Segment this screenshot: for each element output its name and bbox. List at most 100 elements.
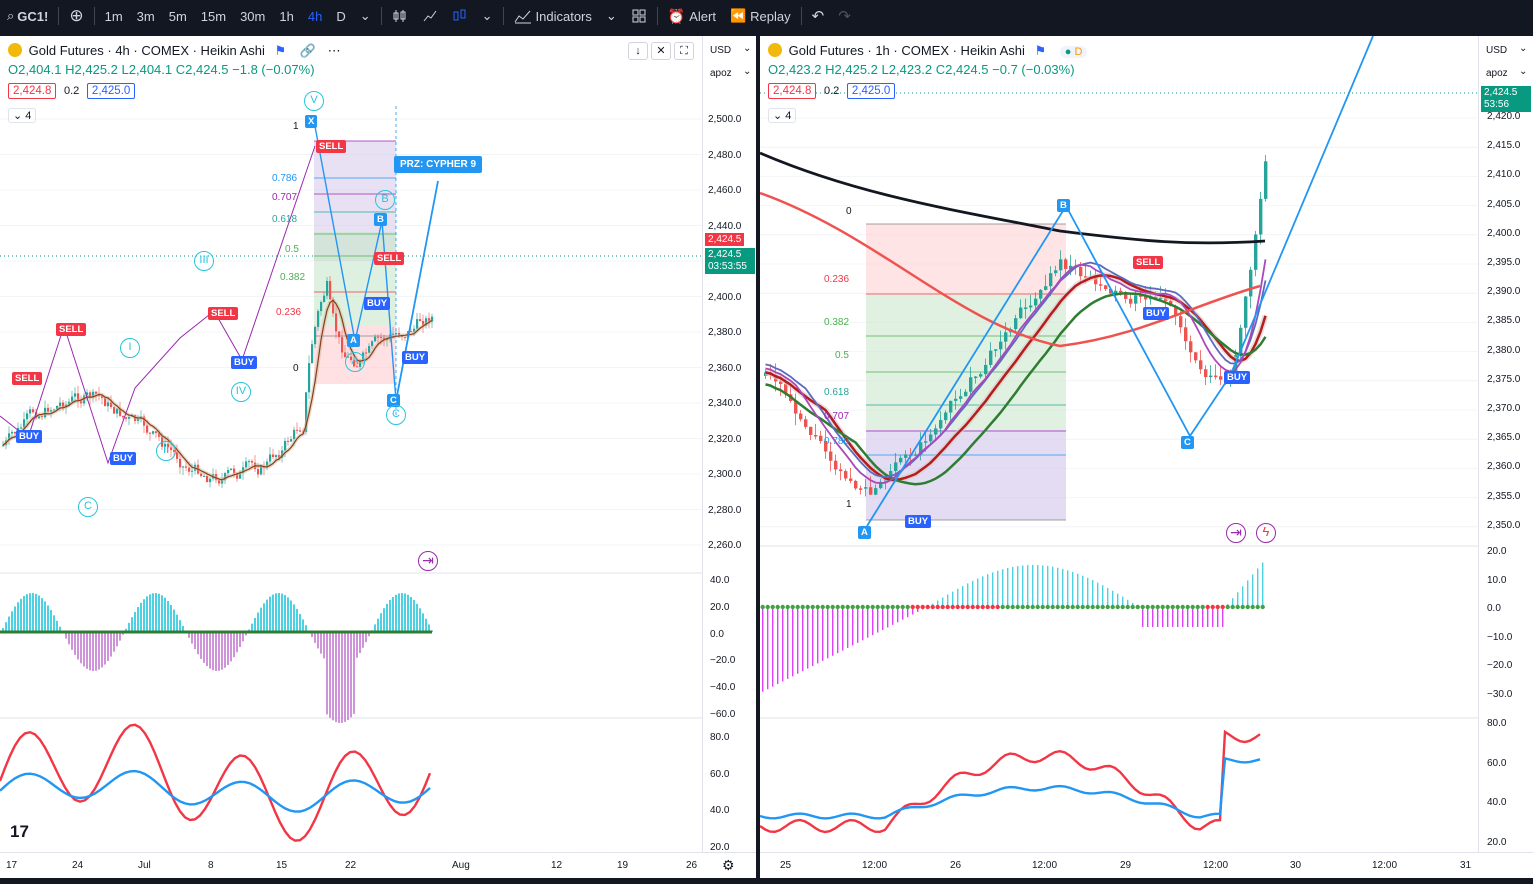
prz-projection-line <box>395 180 439 402</box>
histogram-bar <box>53 615 55 632</box>
zero-dot <box>940 604 945 610</box>
currency-selector[interactable]: USD <box>1486 45 1508 56</box>
scale-mode[interactable]: apoz <box>1486 68 1508 79</box>
candle-body <box>1019 307 1023 319</box>
candle-body <box>47 407 50 412</box>
candles-type-button[interactable] <box>385 0 415 32</box>
flag-icon[interactable]: ⚑ <box>1034 43 1047 58</box>
currency-dropdown-icon[interactable]: ⌄ <box>743 43 752 54</box>
redo-button[interactable]: ↷ <box>831 0 858 32</box>
timeframe-15m[interactable]: 15m <box>200 8 227 24</box>
maximize-icon[interactable]: ⛶ <box>674 42 694 60</box>
replay-label: Replay <box>750 8 791 24</box>
histogram-bar <box>71 632 73 650</box>
lightning-icon[interactable]: ϟ <box>1256 523 1276 543</box>
histogram-bar <box>215 632 217 671</box>
histogram-bar <box>428 624 430 632</box>
close-icon[interactable]: ✕ <box>651 42 671 60</box>
right-chart-canvas[interactable] <box>760 36 1533 878</box>
tradingview-logo[interactable]: 17 <box>10 822 29 841</box>
market-status-badge[interactable]: ● D <box>1059 46 1088 58</box>
zero-dot <box>1170 604 1175 610</box>
flag-icon[interactable]: ⚑ <box>274 43 287 58</box>
candle-body <box>1039 289 1043 299</box>
indicators-button[interactable]: Indicators <box>507 0 599 32</box>
timeframe-4h[interactable]: 4h <box>307 8 323 24</box>
candle-body <box>191 470 194 472</box>
chevron-down-icon: ⌄ <box>13 110 23 122</box>
currency-selector[interactable]: USD <box>710 45 732 56</box>
candle-body <box>1034 298 1038 306</box>
histogram-bar <box>65 632 67 639</box>
zero-dot <box>955 604 960 610</box>
timeframe-dropdown[interactable]: ⌄ <box>353 0 378 32</box>
time-tick-label: Aug <box>452 860 470 871</box>
candle-body <box>116 408 119 414</box>
prz-label: PRZ: CYPHER 9 <box>394 156 483 173</box>
left-chart-panel[interactable]: Gold Futures · 4h · COMEX · Heikin Ashi … <box>0 36 756 878</box>
timeframe-5m[interactable]: 5m <box>168 8 187 24</box>
buy-price-button[interactable]: 2,425.0 <box>86 83 136 99</box>
timeframe-1m[interactable]: 1m <box>104 8 123 24</box>
left-time-axis[interactable]: 17 24 Jul 8 15 22 Aug 12 19 26 ⚙ <box>0 852 756 878</box>
undo-button[interactable]: ↶ <box>805 0 832 32</box>
right-price-axis[interactable]: USD ⌄ apoz ⌄ 2,420.0 2,415.0 2,410.0 2,405.… <box>1478 36 1533 878</box>
histogram-bar <box>275 593 277 632</box>
timeframe-30m[interactable]: 30m <box>240 8 266 24</box>
candle-body <box>854 480 858 489</box>
settings-gear-icon[interactable]: ⚙ <box>722 857 735 873</box>
alert-button[interactable]: ⏰ Alert <box>661 0 723 32</box>
more-icon[interactable]: ⋯ <box>327 43 341 58</box>
candle-body <box>155 431 158 433</box>
candle-body <box>326 280 329 296</box>
link-icon[interactable]: 🔗 <box>299 43 316 58</box>
right-title[interactable]: Gold Futures · 1h · COMEX · Heikin Ashi <box>788 43 1025 58</box>
add-symbol-button[interactable]: ⊕ <box>62 0 90 32</box>
timeframe-3m[interactable]: 3m <box>136 8 155 24</box>
sell-price-button[interactable]: 2,424.8 <box>768 83 817 99</box>
histogram-bar <box>962 586 964 607</box>
left-collapse-button[interactable]: ⌄ 4 <box>8 108 37 123</box>
candle-body <box>332 299 335 314</box>
timeframe-1h[interactable]: 1h <box>279 8 294 24</box>
divider <box>93 7 95 25</box>
sell-price-button[interactable]: 2,424.8 <box>8 83 57 99</box>
scale-mode[interactable]: apoz <box>710 68 732 79</box>
candle-body <box>959 396 963 399</box>
histogram-bar <box>797 607 799 674</box>
histogram-bar <box>1042 565 1044 607</box>
timeframe-d[interactable]: D <box>336 8 346 24</box>
histogram-bar <box>323 632 325 659</box>
histogram-bar <box>1202 607 1204 627</box>
histogram-bar <box>212 632 214 671</box>
left-title[interactable]: Gold Futures · 4h · COMEX · Heikin Ashi <box>28 43 265 58</box>
rewind-icon: ⏪ <box>729 8 747 23</box>
arrow-down-icon[interactable]: ↓ <box>628 42 648 60</box>
currency-dropdown-icon[interactable]: ⌄ <box>1519 43 1528 54</box>
chart-type-dropdown[interactable]: ⌄ <box>475 0 500 32</box>
right-collapse-button[interactable]: ⌄ 4 <box>768 108 797 123</box>
right-time-axis[interactable]: 25 12:00 26 12:00 29 12:00 30 12:00 31 <box>760 852 1533 878</box>
layout-button[interactable] <box>624 0 654 32</box>
scale-dropdown-icon[interactable]: ⌄ <box>1519 66 1528 77</box>
candle-body <box>924 441 928 443</box>
replay-arrow-icon[interactable]: ⇥ <box>1226 523 1246 543</box>
zero-dot <box>870 604 875 610</box>
indicators-dropdown[interactable]: ⌄ <box>599 0 624 32</box>
scale-dropdown-icon[interactable]: ⌄ <box>743 66 752 77</box>
replay-button[interactable]: ⏪ Replay <box>723 0 798 32</box>
histogram-bar <box>8 616 10 632</box>
pattern-point-c: C <box>387 394 400 407</box>
chart-style-button[interactable] <box>415 0 445 32</box>
search-icon: ⌕ <box>7 8 15 23</box>
bar-style-button[interactable] <box>445 0 475 32</box>
right-chart-panel[interactable]: Gold Futures · 1h · COMEX · Heikin Ashi … <box>760 36 1533 878</box>
histogram-bar <box>32 593 34 632</box>
replay-arrow-icon[interactable]: ⇥ <box>418 551 438 571</box>
divider <box>380 7 382 25</box>
histogram-bar <box>140 602 142 632</box>
symbol-search[interactable]: ⌕ GC1! <box>0 0 55 32</box>
left-price-axis[interactable]: USD ⌄ apoz ⌄ 2,500.0 2,480.0 2,460.0 2,440.… <box>702 36 756 878</box>
histogram-bar <box>218 632 220 671</box>
buy-price-button[interactable]: 2,425.0 <box>846 83 896 99</box>
